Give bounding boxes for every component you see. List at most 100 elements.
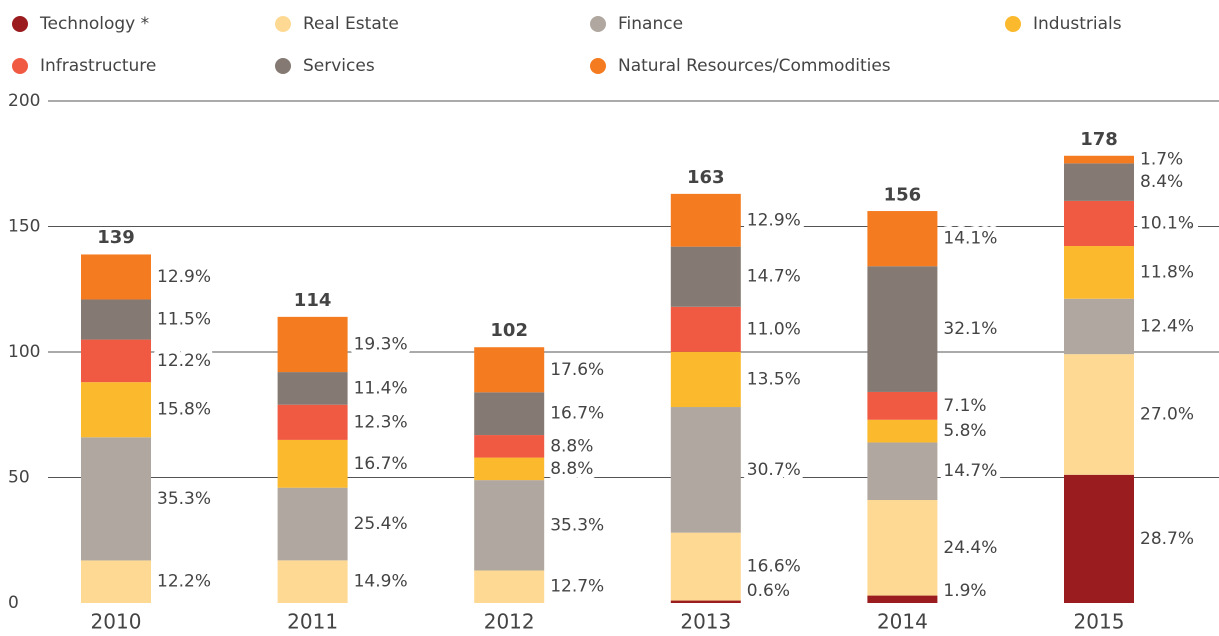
total-label: 163 [687, 167, 725, 188]
y-tick-label: 50 [8, 468, 30, 488]
bar-segment [277, 404, 348, 440]
bar-segment [277, 372, 348, 405]
data-label: 7.1% [943, 396, 986, 416]
data-label: 14.1% [943, 229, 997, 249]
y-tick-label: 200 [8, 91, 40, 111]
data-label: 16.7% [354, 454, 408, 474]
bar-segment [867, 500, 938, 596]
legend-label: Infrastructure [40, 56, 156, 76]
data-label: 17.6% [550, 360, 604, 380]
data-label: 10.1% [1140, 213, 1194, 233]
bar-segment [867, 442, 938, 501]
data-label: 8.4% [1140, 172, 1183, 192]
data-label: 1.7% [1140, 150, 1183, 170]
data-label: 25.4% [354, 514, 408, 534]
total-label: 102 [490, 320, 528, 341]
data-label: 14.9% [354, 572, 408, 592]
legend-swatch [12, 16, 28, 32]
data-label: 0.6% [747, 581, 790, 601]
legend-swatch [590, 16, 606, 32]
bar-segment [474, 570, 545, 603]
bar-segment [1064, 155, 1134, 164]
legend-label: Natural Resources/Commodities [618, 56, 891, 76]
data-label: 16.6% [747, 557, 801, 577]
total-label: 114 [294, 290, 332, 311]
bar-segment [277, 487, 348, 561]
bar-segment [81, 299, 151, 340]
data-label: 8.8% [550, 436, 593, 456]
data-label: 12.4% [1140, 316, 1194, 336]
legend-label: Industrials [1033, 14, 1122, 34]
bar-segment [277, 560, 348, 603]
data-label: 24.4% [943, 538, 997, 558]
bar-segment [1064, 246, 1134, 299]
bar-segment [670, 306, 741, 352]
bar-segment [867, 211, 938, 267]
data-label: 12.3% [354, 412, 408, 432]
data-label: 12.9% [747, 210, 801, 230]
bar-segment [670, 600, 741, 603]
data-label: 12.2% [157, 351, 211, 371]
x-tick-label: 2015 [1074, 610, 1125, 634]
y-tick-label: 0 [8, 593, 19, 613]
x-tick-label: 2014 [877, 610, 928, 634]
data-label: 32.1% [943, 319, 997, 339]
data-label: 5.8% [943, 421, 986, 441]
bar-segment [1064, 474, 1134, 603]
bar-segment [1064, 354, 1134, 475]
data-label: 35.3% [550, 515, 604, 535]
total-label: 139 [97, 227, 135, 248]
bar-segment [474, 457, 545, 481]
legend-swatch [275, 16, 291, 32]
data-label: 14.7% [943, 461, 997, 481]
data-label: 14.7% [747, 267, 801, 287]
data-label: 15.8% [157, 400, 211, 420]
bar-segment [867, 266, 938, 392]
legend-label: Real Estate [303, 14, 399, 34]
legend-label: Technology * [39, 14, 149, 34]
x-tick-label: 2010 [91, 610, 142, 634]
bar-segment [81, 437, 151, 561]
bar-segment [867, 419, 938, 443]
y-tick-label: 150 [8, 217, 40, 237]
legend-swatch [12, 58, 28, 74]
data-label: 1.9% [943, 581, 986, 601]
data-label: 12.2% [157, 572, 211, 592]
data-label: 8.8% [550, 459, 593, 479]
bar-segment [670, 351, 741, 408]
total-label: 178 [1080, 129, 1118, 150]
bar-segment [474, 480, 545, 571]
bar-segment [670, 246, 741, 307]
total-label: 156 [884, 184, 922, 205]
data-label: 28.7% [1140, 529, 1194, 549]
bar-segment [867, 391, 938, 420]
bar-segment [277, 439, 348, 488]
data-label: 11.5% [157, 310, 211, 330]
x-tick-label: 2012 [484, 610, 535, 634]
data-label: 11.0% [747, 319, 801, 339]
legend-swatch [590, 58, 606, 74]
legend-swatch [1005, 16, 1021, 32]
legend-label: Finance [618, 14, 683, 34]
bar-segment [81, 254, 151, 300]
bar-segment [1064, 200, 1134, 247]
bar-segment [81, 560, 151, 603]
bar-segment [81, 382, 151, 438]
bar-segment [81, 339, 151, 383]
data-label: 11.4% [354, 378, 408, 398]
bar-segment [1064, 163, 1134, 201]
x-tick-label: 2011 [287, 610, 338, 634]
data-label: 27.0% [1140, 404, 1194, 424]
bar-segment [867, 595, 938, 603]
bar-segment [474, 435, 545, 458]
bar-segment [474, 392, 545, 436]
bar-segment [474, 347, 545, 393]
data-label: 35.3% [157, 489, 211, 509]
data-label: 12.9% [157, 267, 211, 287]
legend-swatch [275, 58, 291, 74]
bar-segment [670, 193, 741, 247]
bar-segment [277, 316, 348, 373]
data-label: 30.7% [747, 460, 801, 480]
data-label: 13.5% [747, 369, 801, 389]
